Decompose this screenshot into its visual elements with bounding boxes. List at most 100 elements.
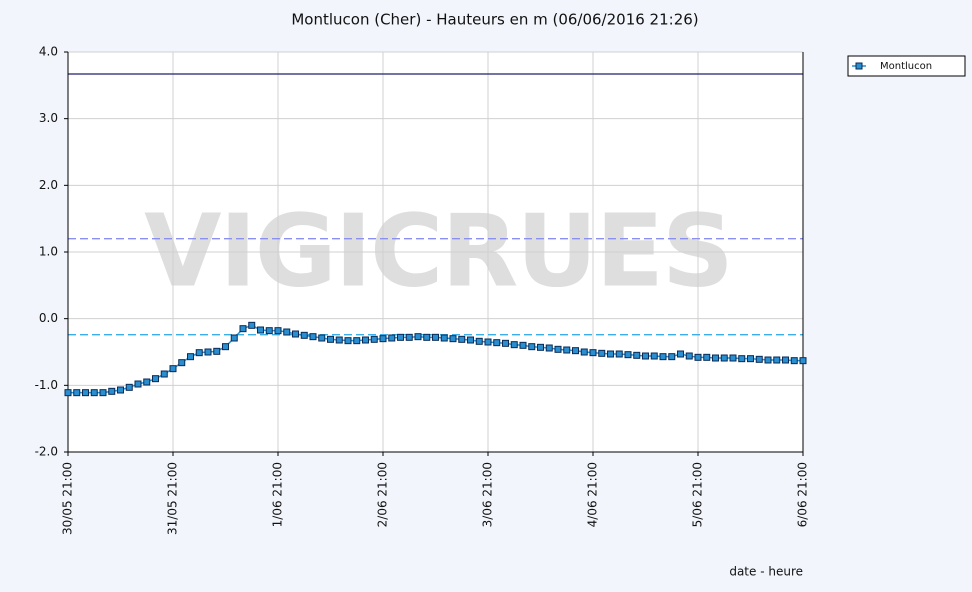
point-marker	[73, 389, 81, 397]
point-marker	[545, 344, 553, 352]
x-tick-label: 30/05 21:00	[61, 462, 75, 535]
point-marker	[685, 352, 693, 360]
y-tick-label: 4.0	[39, 45, 58, 59]
point-marker	[493, 339, 501, 347]
point-marker	[248, 321, 256, 329]
point-marker	[64, 389, 72, 397]
point-marker	[344, 337, 352, 345]
point-marker	[82, 389, 89, 397]
y-tick-label: 2.0	[39, 178, 58, 192]
point-marker	[353, 337, 361, 345]
point-marker	[230, 334, 238, 342]
point-marker	[397, 333, 404, 341]
point-marker	[519, 341, 527, 349]
point-marker	[318, 334, 326, 342]
point-marker	[572, 347, 579, 355]
point-marker	[580, 348, 588, 356]
point-marker	[782, 356, 789, 364]
point-marker	[554, 345, 562, 353]
point-marker	[755, 355, 763, 363]
point-marker	[615, 350, 623, 358]
point-marker	[187, 353, 194, 361]
point-marker	[283, 328, 291, 336]
x-tick-label: 4/06 21:00	[586, 462, 600, 527]
point-marker	[467, 336, 474, 344]
point-marker	[309, 333, 317, 341]
x-tick-label: 31/05 21:00	[166, 462, 180, 535]
legend-box	[847, 55, 966, 77]
point-marker	[160, 370, 168, 378]
point-marker	[239, 325, 247, 333]
point-marker	[563, 346, 571, 354]
point-marker	[195, 349, 203, 357]
point-marker	[370, 335, 378, 343]
y-tick-label: -1.0	[35, 378, 58, 392]
point-marker	[90, 389, 98, 397]
point-marker	[423, 333, 431, 341]
point-marker	[440, 334, 448, 342]
point-marker	[178, 359, 186, 367]
point-marker	[449, 335, 457, 343]
watermark: VIGICRUES	[144, 192, 732, 309]
point-marker	[405, 333, 413, 341]
point-marker	[773, 356, 781, 364]
point-marker	[388, 334, 396, 342]
legend-marker	[855, 62, 863, 70]
point-marker	[790, 357, 798, 365]
point-marker	[458, 335, 466, 343]
point-marker	[327, 335, 334, 343]
point-marker	[712, 354, 719, 362]
point-marker	[204, 348, 212, 356]
x-tick-label: 1/06 21:00	[271, 462, 285, 527]
point-marker	[624, 351, 632, 359]
y-tick-label: 1.0	[39, 245, 58, 259]
point-marker	[764, 356, 772, 364]
point-marker	[143, 378, 151, 386]
point-marker	[720, 354, 728, 362]
point-marker	[265, 327, 273, 335]
point-marker	[432, 333, 439, 341]
point-marker	[169, 365, 177, 373]
point-marker	[117, 386, 124, 394]
point-marker	[257, 326, 264, 334]
point-marker	[108, 387, 116, 395]
x-tick-label: 5/06 21:00	[691, 462, 705, 527]
point-marker	[335, 336, 343, 344]
y-tick-label: 0.0	[39, 311, 58, 325]
point-marker	[642, 352, 649, 360]
chart-title: Montlucon (Cher) - Hauteurs en m (06/06/…	[291, 11, 698, 29]
point-marker	[362, 336, 369, 344]
point-marker	[528, 343, 536, 351]
point-marker	[475, 337, 483, 345]
point-marker	[607, 350, 614, 358]
point-marker	[99, 389, 107, 397]
point-marker	[650, 352, 658, 360]
point-marker	[598, 349, 606, 357]
point-marker	[213, 347, 221, 355]
point-marker	[379, 335, 387, 343]
point-marker	[747, 355, 754, 363]
point-marker	[292, 330, 299, 338]
point-marker	[222, 343, 229, 351]
point-marker	[134, 380, 142, 388]
point-marker	[694, 353, 702, 361]
point-marker	[589, 349, 597, 357]
point-marker	[300, 331, 308, 339]
x-axis-label: date - heure	[729, 565, 803, 579]
point-marker	[152, 375, 159, 383]
point-marker	[738, 355, 746, 363]
x-tick-label: 2/06 21:00	[376, 462, 390, 527]
y-tick-label: -2.0	[35, 445, 58, 459]
x-tick-label: 3/06 21:00	[481, 462, 495, 527]
point-marker	[668, 353, 676, 361]
point-marker	[502, 339, 509, 347]
y-tick-label: 3.0	[39, 111, 58, 125]
point-marker	[729, 354, 737, 362]
point-marker	[125, 383, 133, 391]
legend-label: Montlucon	[880, 61, 932, 72]
point-marker	[484, 338, 492, 346]
point-marker	[414, 333, 422, 341]
point-marker	[537, 343, 544, 351]
x-tick-label: 6/06 21:00	[796, 462, 810, 527]
